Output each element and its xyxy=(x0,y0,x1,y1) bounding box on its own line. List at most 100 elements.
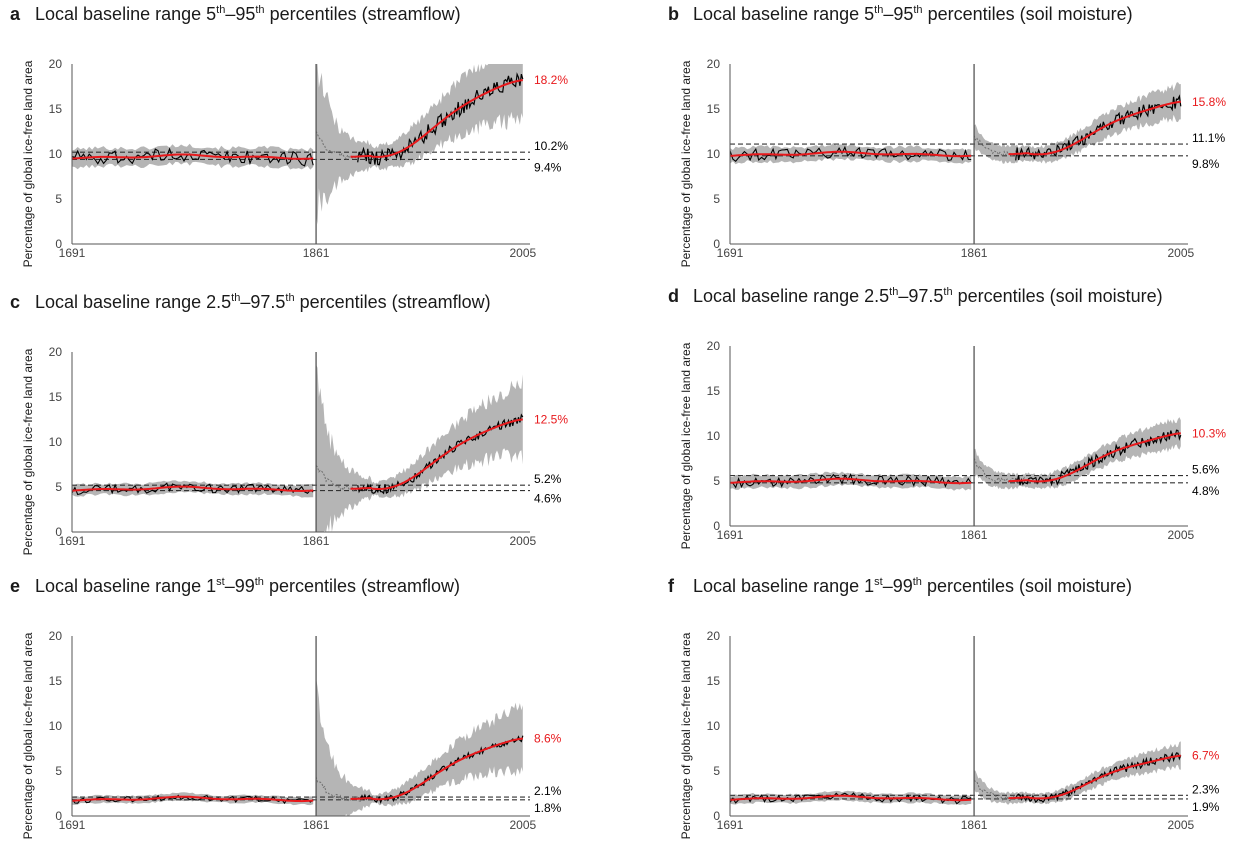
reference-line-label: 11.1% xyxy=(1192,131,1225,145)
end-value-label: 6.7% xyxy=(1192,749,1220,763)
y-tick-label: 20 xyxy=(49,57,63,71)
mean-line xyxy=(350,79,523,158)
mean-line xyxy=(729,150,972,158)
x-tick-label: 1691 xyxy=(717,528,744,542)
y-tick-label: 5 xyxy=(55,480,62,494)
x-tick-label: 1861 xyxy=(303,246,330,260)
x-tick-label: 1861 xyxy=(961,818,988,832)
x-tick-label: 1861 xyxy=(303,818,330,832)
x-tick-label: 1691 xyxy=(59,246,86,260)
spread-band xyxy=(316,64,523,225)
y-tick-label: 10 xyxy=(49,719,63,733)
y-tick-label: 15 xyxy=(707,674,721,688)
spread-band xyxy=(316,678,523,816)
spread-band xyxy=(974,741,1181,805)
y-tick-label: 0 xyxy=(55,809,62,823)
y-tick-label: 0 xyxy=(55,237,62,251)
panel-title: Local baseline range 2.5th–97.5th percen… xyxy=(693,286,1163,306)
y-tick-label: 10 xyxy=(707,429,721,443)
x-tick-label: 2005 xyxy=(509,818,536,832)
y-tick-label: 20 xyxy=(707,629,721,643)
mean-line xyxy=(1008,432,1181,483)
series-line-transient xyxy=(973,135,1030,158)
panel-title: Local baseline range 2.5th–97.5th percen… xyxy=(35,292,491,312)
y-tick-label: 5 xyxy=(713,764,720,778)
y-tick-label: 15 xyxy=(49,390,63,404)
reference-line-label: 4.6% xyxy=(534,492,562,506)
end-value-label: 12.5% xyxy=(534,413,568,427)
y-tick-label: 5 xyxy=(55,764,62,778)
spread-band xyxy=(730,471,972,491)
reference-line-label: 10.2% xyxy=(534,139,568,153)
panel-title: Local baseline range 1st–99th percentile… xyxy=(693,576,1133,596)
mean-line xyxy=(71,153,314,160)
y-tick-label: 20 xyxy=(49,629,63,643)
mean-line xyxy=(350,418,523,490)
panel-title: Local baseline range 5th–95th percentile… xyxy=(35,4,461,24)
x-tick-label: 1861 xyxy=(961,528,988,542)
end-value-label: 15.8% xyxy=(1192,95,1226,109)
mean-line xyxy=(1008,754,1181,800)
y-tick-label: 0 xyxy=(55,525,62,539)
series-line xyxy=(71,482,314,496)
panel-b: b Local baseline range 5th–95th percenti… xyxy=(668,4,1238,274)
x-tick-label: 1691 xyxy=(717,246,744,260)
panel-letter: c xyxy=(10,292,21,312)
y-tick-label: 10 xyxy=(707,147,721,161)
reference-line-label: 2.1% xyxy=(534,784,562,798)
panel-c: c Local baseline range 2.5th–97.5th perc… xyxy=(10,292,610,562)
y-tick-label: 5 xyxy=(713,192,720,206)
x-tick-label: 1691 xyxy=(717,818,744,832)
y-tick-label: 15 xyxy=(49,674,63,688)
reference-line-label: 1.9% xyxy=(1192,800,1220,814)
series-line xyxy=(1015,94,1182,161)
x-tick-label: 1691 xyxy=(59,534,86,548)
end-value-label: 8.6% xyxy=(534,732,562,746)
end-value-label: 10.3% xyxy=(1192,426,1226,440)
reference-line-label: 5.2% xyxy=(534,472,562,486)
panel-letter: b xyxy=(668,4,679,24)
y-tick-label: 20 xyxy=(707,57,721,71)
mean-line xyxy=(729,794,972,802)
y-tick-label: 5 xyxy=(55,192,62,206)
panel-letter: d xyxy=(668,286,679,306)
chart-plot: 2.3% 1.9% 6.7% 0 5 10 15 20 1691 1861 2005 xyxy=(707,629,1220,832)
x-tick-label: 2005 xyxy=(1167,528,1194,542)
end-value-label: 18.2% xyxy=(534,73,568,87)
y-tick-label: 0 xyxy=(713,237,720,251)
panel-letter: a xyxy=(10,4,21,24)
panel-letter: e xyxy=(10,576,21,596)
series-line-transient xyxy=(315,131,371,160)
chart-plot: 5.2% 4.6% 12.5% 0 5 10 15 20 1691 1861 2005 xyxy=(49,345,569,548)
reference-line-label: 9.8% xyxy=(1192,157,1220,171)
y-tick-label: 10 xyxy=(707,719,721,733)
panel-e: e Local baseline range 1st–99th percenti… xyxy=(10,576,610,846)
chart-plot: 10.2% 9.4% 18.2% 0 5 10 15 20 1691 1861 2005 xyxy=(49,57,569,260)
x-tick-label: 2005 xyxy=(1167,246,1194,260)
reference-line-label: 4.8% xyxy=(1192,484,1220,498)
spread-band xyxy=(316,364,523,532)
x-tick-label: 1861 xyxy=(961,246,988,260)
y-tick-label: 20 xyxy=(707,339,721,353)
mean-line xyxy=(1008,100,1181,156)
x-tick-label: 1691 xyxy=(59,818,86,832)
y-tick-label: 20 xyxy=(49,345,63,359)
x-tick-label: 1861 xyxy=(303,534,330,548)
chart-plot: 5.6% 4.8% 10.3% 0 5 10 15 20 1691 1861 2005 xyxy=(707,339,1227,542)
panel-title: Local baseline range 1st–99th percentile… xyxy=(35,576,460,596)
mean-line xyxy=(729,477,972,485)
y-tick-label: 10 xyxy=(49,435,63,449)
y-tick-label: 15 xyxy=(707,102,721,116)
y-tick-label: 0 xyxy=(713,519,720,533)
mean-line xyxy=(71,795,314,803)
chart-plot: 2.1% 1.8% 8.6% 0 5 10 15 20 1691 1861 2005 xyxy=(49,629,562,832)
spread-band xyxy=(974,82,1181,164)
y-tick-label: 5 xyxy=(713,474,720,488)
reference-line-label: 5.6% xyxy=(1192,463,1220,477)
reference-line-label: 1.8% xyxy=(534,801,562,815)
panel-letter: f xyxy=(668,576,674,596)
mean-line xyxy=(350,737,523,801)
x-tick-label: 2005 xyxy=(1167,818,1194,832)
y-tick-label: 10 xyxy=(49,147,63,161)
panel-title: Local baseline range 5th–95th percentile… xyxy=(693,4,1133,24)
